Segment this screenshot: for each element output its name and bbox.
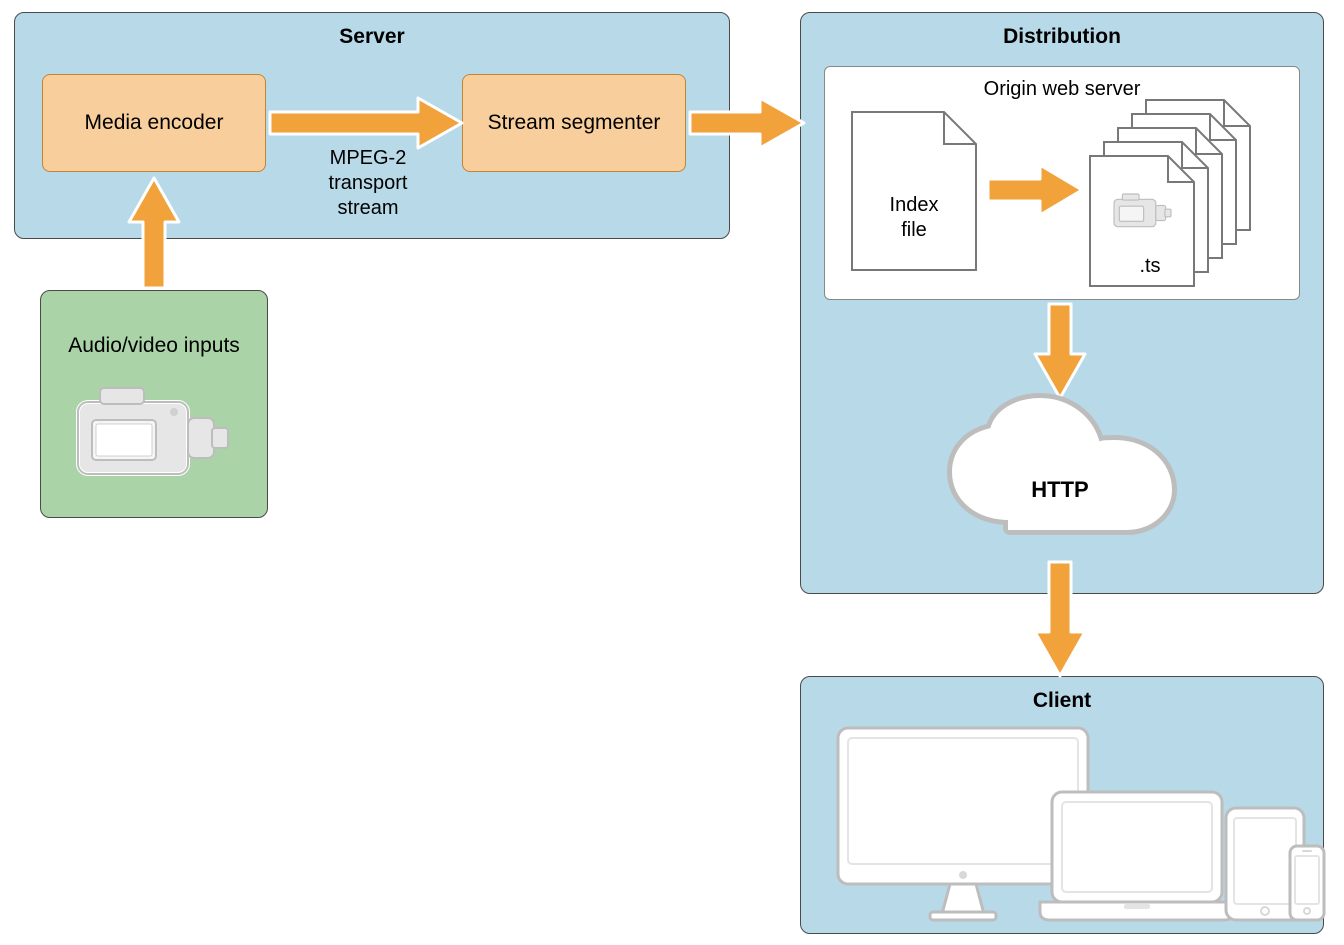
stream-segmenter-node: Stream segmenter [462,74,686,172]
index-file-label: Index file [852,168,976,243]
origin-label: Origin web server [825,77,1299,102]
av-inputs-panel: Audio/video inputs [40,290,268,518]
client-title: Client [801,689,1323,713]
media-encoder-label: Media encoder [85,111,224,135]
mpeg-label: MPEG-2 transport stream [288,146,448,221]
ts-label: .ts [1120,254,1180,279]
client-panel: Client [800,676,1324,934]
av-inputs-title: Audio/video inputs [41,307,267,386]
stream-segmenter-label: Stream segmenter [488,111,661,135]
media-encoder-node: Media encoder [42,74,266,172]
server-title: Server [15,25,729,49]
http-label: HTTP [1000,476,1120,504]
distribution-title: Distribution [801,25,1323,49]
